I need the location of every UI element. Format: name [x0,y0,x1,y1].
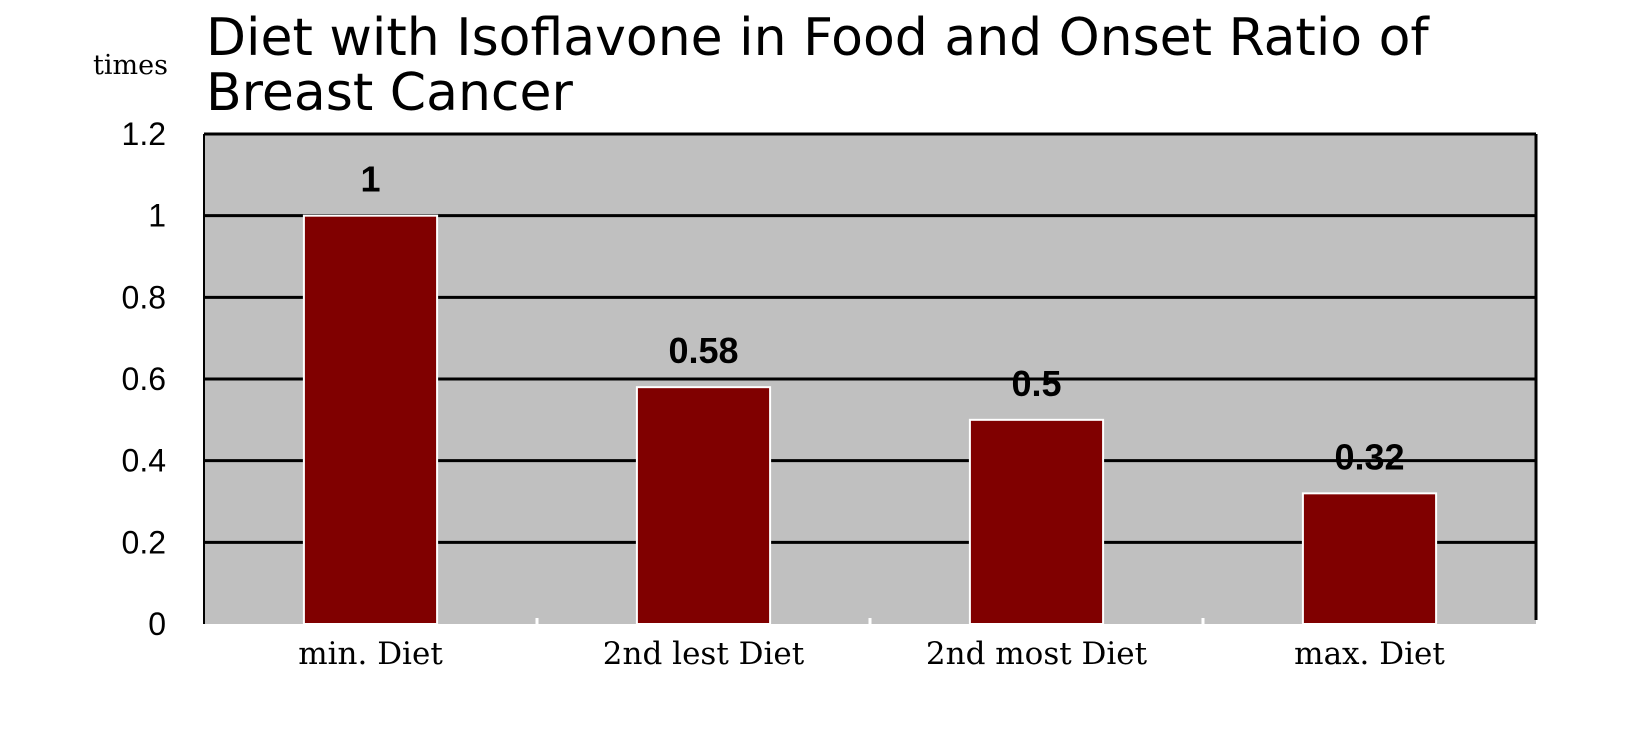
bar [635,386,772,625]
x-category-label: 2nd lest Diet [603,636,805,672]
y-tick-label: 0.4 [122,443,166,479]
y-axis-label: times [93,50,168,81]
bars [302,214,1438,626]
x-axis-categories: min. Diet 2nd lest Diet 2nd most Diet max. … [298,618,1445,672]
y-tick-label: 1.2 [122,116,166,152]
y-tick-label: 0.6 [122,361,166,397]
data-label: 0.32 [1334,436,1404,477]
bar [1301,492,1438,626]
chart-title-line-2: Breast Cancer [206,63,573,123]
x-category-label: 2nd most Diet [926,636,1148,672]
data-labels: 1 0.58 0.5 0.32 [360,159,1404,478]
bar [968,418,1105,626]
bar [302,214,439,626]
y-axis-ticks: 0 0.2 0.4 0.6 0.8 1 1.2 [122,116,166,642]
data-label: 0.5 [1011,363,1061,404]
y-tick-label: 0 [148,606,166,642]
chart-title-line-1: Diet with Isoflavone in Food and Onset R… [206,8,1430,68]
y-tick-label: 0.8 [122,279,166,315]
data-label: 1 [360,159,380,200]
data-label: 0.58 [668,330,738,371]
y-tick-label: 0.2 [122,524,166,560]
y-tick-label: 1 [148,198,166,234]
x-category-label: min. Diet [298,636,443,672]
x-category-label: max. Diet [1294,636,1445,672]
